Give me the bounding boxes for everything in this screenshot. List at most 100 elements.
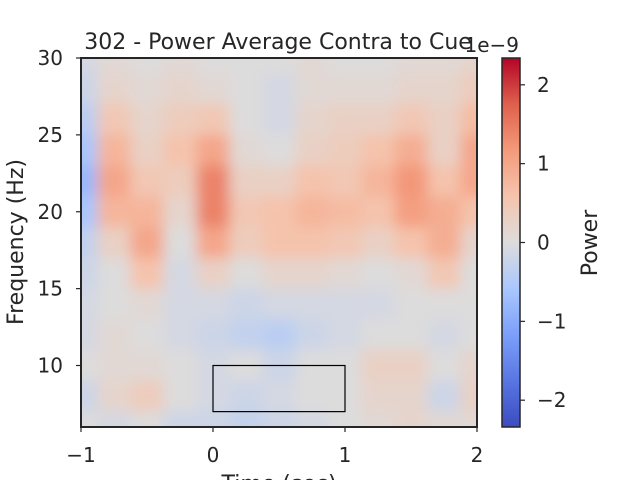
heatmap-cell (460, 165, 477, 197)
heatmap-cell (460, 227, 477, 259)
heatmap-cell (295, 73, 329, 105)
heatmap-cell (229, 411, 263, 427)
x-tick-label: 1 (339, 443, 352, 467)
heatmap-cell (262, 165, 296, 197)
heatmap-cell (81, 165, 98, 197)
heatmap-cell (97, 165, 131, 197)
heatmap-cell (130, 411, 164, 427)
y-tick-label: 30 (38, 46, 63, 70)
heatmap-cell (328, 134, 362, 167)
heatmap-cell (97, 411, 131, 427)
heatmap-cell (97, 73, 131, 105)
heatmap-cell (460, 319, 477, 351)
heatmap-cell (328, 227, 362, 259)
colorbar-scale-label: 1e−9 (464, 33, 519, 57)
x-tick-label: 2 (471, 443, 484, 467)
heatmap-cell (361, 104, 395, 136)
heatmap-cell (196, 257, 230, 290)
heatmap-cell (427, 350, 461, 382)
heatmap-cell (163, 134, 197, 167)
heatmap-cell (130, 288, 164, 320)
heatmap-cell (295, 411, 329, 427)
heatmap-cell (460, 411, 477, 427)
heatmap-cell (229, 104, 263, 136)
heatmap-cell (460, 134, 477, 167)
heatmap-cell (163, 288, 197, 320)
heatmap-cell (427, 227, 461, 259)
heatmap-cell (229, 134, 263, 167)
heatmap-cell (81, 288, 98, 320)
heatmap-cell (427, 380, 461, 413)
heatmap-cell (81, 319, 98, 351)
heatmap-cell (196, 411, 230, 427)
heatmap-cell (328, 196, 362, 228)
heatmap-cell (163, 350, 197, 382)
heatmap-cell (130, 196, 164, 228)
heatmap-cell (460, 104, 477, 136)
heatmap-cell (361, 58, 395, 74)
y-axis-label: Frequency (Hz) (4, 159, 29, 325)
heatmap-cell (81, 227, 98, 259)
heatmap-cell (97, 257, 131, 290)
colorbar (501, 57, 521, 428)
heatmap-cell (328, 104, 362, 136)
heatmap-cell (163, 165, 197, 197)
colorbar-label: Power (578, 209, 603, 276)
heatmap-cell (361, 319, 395, 351)
heatmap-cell (262, 104, 296, 136)
heatmap-cell (460, 350, 477, 382)
heatmap-cell (295, 104, 329, 136)
y-tick-label: 25 (38, 123, 63, 147)
heatmap-cell (427, 58, 461, 74)
heatmap-cell (163, 73, 197, 105)
heatmap-cell (196, 73, 230, 105)
heatmap-cell (262, 134, 296, 167)
heatmap-cell (229, 165, 263, 197)
heatmap-cell (361, 380, 395, 413)
heatmap-cell (97, 227, 131, 259)
heatmap-cell (163, 411, 197, 427)
heatmap-cell (196, 227, 230, 259)
heatmap-cell (460, 380, 477, 413)
heatmap-cell (81, 380, 98, 413)
heatmap-cell (163, 257, 197, 290)
heatmap-cell (262, 288, 296, 320)
heatmap-cell (130, 165, 164, 197)
heatmap-cell (262, 73, 296, 105)
heatmap-cell (394, 319, 428, 351)
heatmap-cell (130, 104, 164, 136)
heatmap-cell (81, 73, 98, 105)
heatmap-cell (361, 134, 395, 167)
heatmap-cell (394, 104, 428, 136)
heatmap-cell (196, 165, 230, 197)
heatmap-cell (394, 350, 428, 382)
heatmap-cell (130, 227, 164, 259)
heatmap-cell (196, 196, 230, 228)
x-tick-label: −1 (66, 443, 95, 467)
x-tick-label: 0 (207, 443, 220, 467)
heatmap-cell (81, 411, 98, 427)
heatmap-cell (196, 319, 230, 351)
heatmap-cell (97, 58, 131, 74)
heatmap-cell (394, 196, 428, 228)
heatmap-cell (130, 257, 164, 290)
heatmap-cell (295, 380, 329, 413)
heatmap-cell (427, 257, 461, 290)
heatmap-cell (262, 196, 296, 228)
heatmap-cell (361, 73, 395, 105)
heatmap-cell (361, 411, 395, 427)
heatmap-cell (460, 288, 477, 320)
heatmap-cell (328, 411, 362, 427)
heatmap-cell (394, 411, 428, 427)
heatmap-cell (163, 380, 197, 413)
colorbar-tick-label: 1 (537, 152, 550, 176)
heatmap-cell (460, 196, 477, 228)
heatmap-cell (262, 58, 296, 74)
heatmap-cell (361, 227, 395, 259)
heatmap-cell (295, 288, 329, 320)
heatmap-cell (427, 319, 461, 351)
plot-frame (80, 57, 478, 428)
heatmap-cell (361, 165, 395, 197)
chart-title: 302 - Power Average Contra to Cue (84, 30, 472, 55)
